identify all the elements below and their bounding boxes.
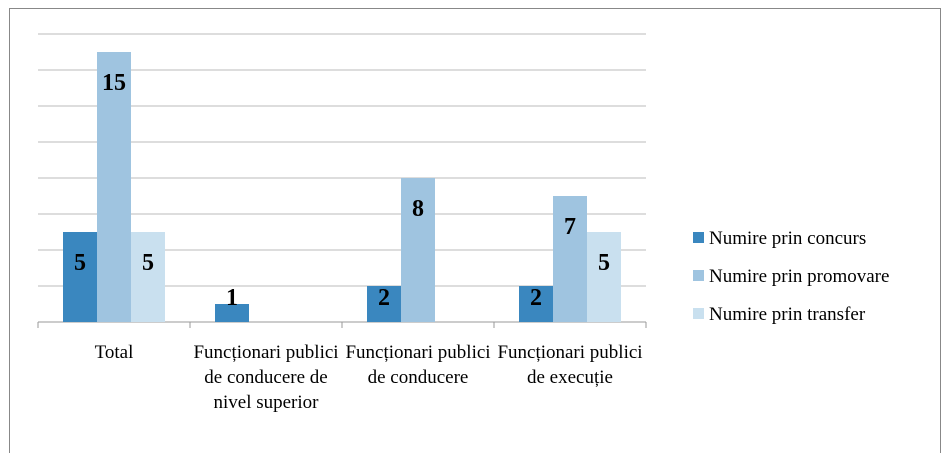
bar: [131, 232, 165, 322]
bar: [519, 286, 553, 322]
data-label: 5: [74, 250, 86, 276]
legend-label: Numire prin concurs: [709, 228, 866, 249]
x-tick-label: Funcționari publici de conducere: [345, 342, 491, 388]
data-label: 5: [598, 250, 610, 276]
data-label: 2: [530, 285, 542, 311]
data-label: 2: [378, 285, 390, 311]
data-label: 5: [142, 250, 154, 276]
data-label: 1: [226, 285, 238, 311]
x-tick-label: Total: [94, 342, 134, 363]
bar: [97, 52, 131, 322]
bar: [215, 304, 249, 322]
legend-label: Numire prin transfer: [709, 304, 866, 325]
bar: [367, 286, 401, 322]
legend-swatch: [693, 270, 704, 281]
legend-label: Numire prin promovare: [709, 266, 889, 287]
data-label: 15: [102, 70, 126, 96]
data-label: 7: [564, 214, 576, 240]
bar: [553, 196, 587, 322]
bar: [401, 178, 435, 322]
frame: [9, 8, 941, 453]
bar: [63, 232, 97, 322]
legend-swatch: [693, 308, 704, 319]
legend-swatch: [693, 232, 704, 243]
data-label: 8: [412, 196, 424, 222]
bar: [587, 232, 621, 322]
x-tick-label: Funcționari publici de conducere de nive…: [193, 342, 339, 413]
x-tick-label: Funcționari publici de execuție: [497, 342, 643, 388]
